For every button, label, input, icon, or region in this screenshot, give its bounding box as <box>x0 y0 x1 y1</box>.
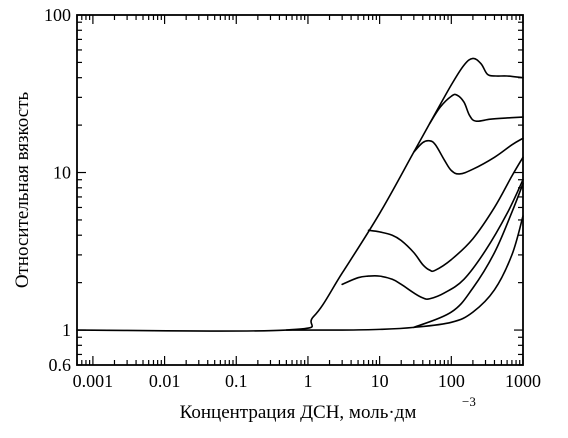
y-axis-label: Относительная вязкость <box>12 91 33 288</box>
curve-6 <box>285 215 524 331</box>
x-tick-label: 0.01 <box>149 371 181 391</box>
curve-7 <box>413 182 524 329</box>
y-tick-label: 100 <box>44 5 71 25</box>
y-tick-label: 1 <box>62 320 71 340</box>
x-axis-label: Концентрация ДСН, моль·дм <box>180 402 417 423</box>
plot-frame <box>76 14 524 366</box>
x-tick-label: 10 <box>371 371 389 391</box>
x-tick-label: 0.001 <box>73 371 114 391</box>
curve-3 <box>413 137 524 175</box>
x-tick-label: 1000 <box>505 371 541 391</box>
axis-ticks <box>76 14 524 366</box>
curve-5 <box>341 178 524 300</box>
x-tick-label: 1 <box>303 371 312 391</box>
y-tick-label: 0.6 <box>49 355 72 375</box>
curve-4 <box>367 156 524 273</box>
x-axis-label-exponent: −3 <box>462 394 476 409</box>
x-tick-label: 100 <box>438 371 465 391</box>
curves <box>76 57 524 332</box>
curve-2 <box>428 93 524 125</box>
x-tick-label: 0.1 <box>225 371 248 391</box>
axis-tick-labels: 0.001 0.01 0.1 1 10 100 1000 0.6 1 10 100 <box>44 5 541 391</box>
y-tick-label: 10 <box>53 163 71 183</box>
curve-1 <box>76 57 524 332</box>
